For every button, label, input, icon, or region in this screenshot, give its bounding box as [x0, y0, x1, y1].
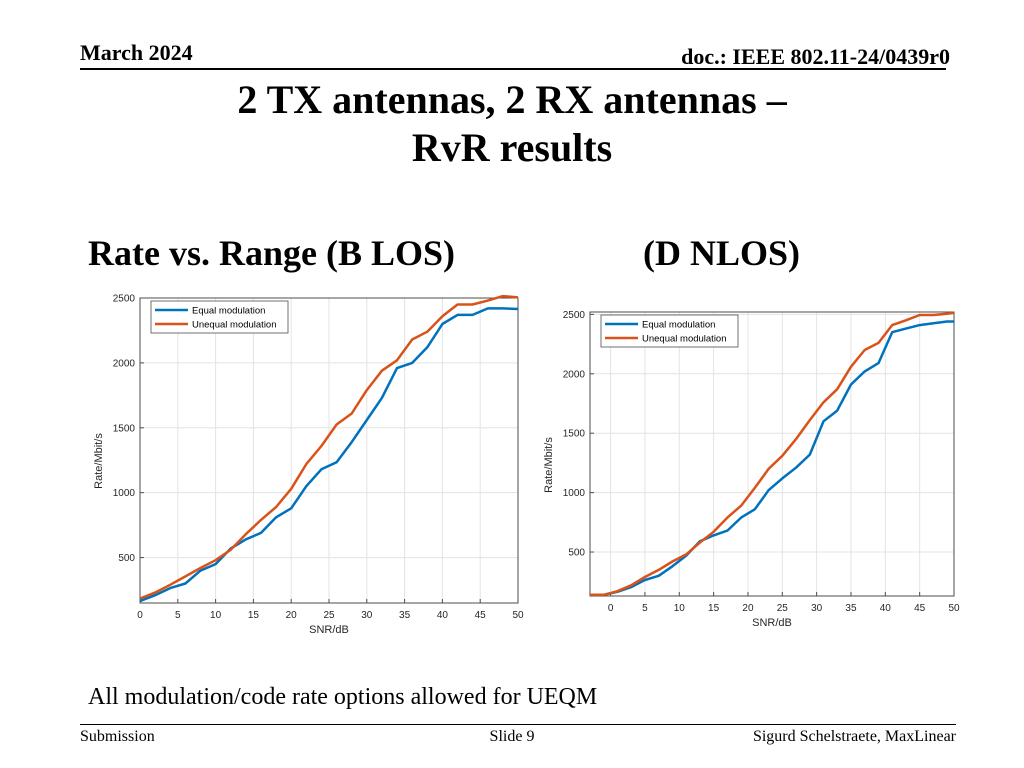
- chart-2-x-tick-label: 15: [708, 603, 720, 614]
- chart-1-legend-label: Unequal modulation: [192, 320, 277, 331]
- chart-2-x-tick-label: 20: [742, 603, 754, 614]
- chart-2-y-tick-label: 2500: [563, 310, 586, 321]
- chart-2-legend-box: [600, 314, 739, 348]
- slide-note: All modulation/code rate options allowed…: [88, 684, 598, 710]
- slide-title-line-2: RvR results: [411, 125, 613, 170]
- chart-d-nlos-svg: 0 5 10 15 20 25 30 35 40 45 50 500 1000 1500 2000 2500 S…: [543, 310, 960, 629]
- chart-2-x-tick-label: 35: [845, 603, 857, 614]
- chart-1-y-axis-label: Rate/Mbit/s: [93, 433, 105, 489]
- chart-2-x-tick-label: 45: [914, 603, 926, 614]
- chart-1-y-tick-label: 2000: [113, 358, 136, 369]
- chart-2-x-tick-label: 25: [777, 603, 789, 614]
- subtitle-right: (D NLOS): [643, 233, 801, 273]
- chart-1-x-axis-label: SNR/dB: [309, 624, 349, 636]
- chart-2-x-tick-label: 10: [674, 603, 686, 614]
- chart-1-x-tick-label: 30: [361, 610, 373, 621]
- chart-2-x-tick-label: 50: [948, 603, 960, 614]
- chart-2-x-tick-label: 5: [642, 603, 648, 614]
- chart-1-x-tick-label: 5: [175, 610, 181, 621]
- chart-1-x-tick-label: 20: [286, 610, 298, 621]
- footer-slide-number: Slide 9: [489, 728, 535, 745]
- chart-1-x-tick-label: 10: [210, 610, 222, 621]
- chart-2-x-tick-label: 0: [608, 603, 614, 614]
- chart-2-y-tick-label: 1000: [563, 488, 586, 499]
- chart-1-x-tick-label: 25: [323, 610, 335, 621]
- header-divider: [80, 68, 946, 70]
- chart-1-legend-box: [150, 300, 289, 334]
- chart-2-y-tick-label: 1500: [563, 429, 586, 440]
- chart-2-legend-label: Equal modulation: [642, 320, 715, 331]
- chart-1-legend-label: Equal modulation: [192, 306, 265, 317]
- chart-1-x-tick-label: 35: [399, 610, 411, 621]
- chart-2-y-tick-label: 500: [568, 548, 585, 559]
- chart-2-y-tick-label: 2000: [563, 369, 586, 380]
- chart-d-nlos: 0 5 10 15 20 25 30 35 40 45 50 500 1000 1500 2000 2500 S…: [540, 300, 972, 641]
- chart-1-x-tick-label: 40: [437, 610, 449, 621]
- slide-title-line-1: 2 TX antennas, 2 RX antennas –: [237, 77, 787, 122]
- chart-2-x-tick-label: 40: [880, 603, 892, 614]
- chart-2-x-axis-label: SNR/dB: [752, 617, 792, 629]
- footer-author: Sigurd Schelstraete, MaxLinear: [752, 728, 956, 745]
- chart-2-plot-area: [590, 312, 954, 596]
- chart-2-x-tick-label: 30: [811, 603, 823, 614]
- chart-1-series-unequal-line: [139, 294, 519, 600]
- chart-b-los: 0 5 10 15 20 25 30 35 40 45 50 500 1000 1500 2000 2500 S…: [80, 286, 528, 641]
- chart-1-y-tick-label: 2500: [113, 294, 136, 305]
- chart-1-y-tick-label: 500: [118, 553, 135, 564]
- subtitle-left: Rate vs. Range (B LOS): [88, 233, 455, 273]
- chart-1-y-tick-label: 1500: [113, 423, 136, 434]
- footer-divider: [80, 724, 956, 725]
- chart-2-axes-box: [589, 311, 955, 597]
- chart-2-y-axis-label: Rate/Mbit/s: [543, 437, 555, 493]
- slide-title: 2 TX antennas, 2 RX antennas – RvR resul…: [0, 76, 1024, 172]
- chart-1-series-equal-line: [139, 307, 519, 603]
- chart-1-x-tick-label: 50: [512, 610, 524, 621]
- header-doc-id: doc.: IEEE 802.11-24/0439r0: [681, 44, 950, 69]
- chart-1-y-tick-label: 1000: [113, 488, 136, 499]
- chart-2-legend-label: Unequal modulation: [642, 334, 727, 345]
- chart-b-los-svg: 0 5 10 15 20 25 30 35 40 45 50 500 1000 1500 2000 2500 S…: [93, 294, 524, 637]
- header-date: March 2024: [80, 40, 193, 65]
- chart-2-series-unequal-line: [590, 311, 955, 597]
- chart-1-x-tick-label: 15: [248, 610, 260, 621]
- chart-1-x-tick-label: 0: [137, 610, 143, 621]
- footer-submission: Submission: [80, 728, 155, 745]
- chart-1-x-tick-label: 45: [475, 610, 487, 621]
- chart-2-series-equal-line: [590, 320, 954, 597]
